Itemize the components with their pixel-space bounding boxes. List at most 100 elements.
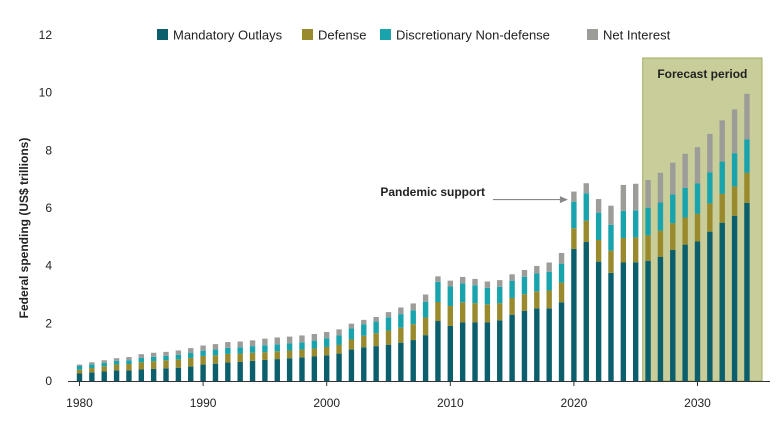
y-tick-label: 6 — [45, 201, 52, 215]
bar-defense-2025 — [633, 237, 639, 263]
y-tick-label: 0 — [45, 374, 52, 388]
y-tick-label: 12 — [39, 28, 53, 42]
bar-defense-2011 — [459, 302, 466, 323]
bar-mandatory-2017 — [534, 308, 540, 381]
bar-interest-2031 — [707, 133, 713, 173]
bar-mandatory-1992 — [225, 362, 231, 381]
bar-mandatory-2028 — [670, 249, 676, 381]
bar-mandatory-2001 — [336, 353, 342, 381]
bar-defense-1986 — [150, 361, 157, 369]
bar-discretionary-2007 — [410, 310, 416, 325]
bar-interest-2009 — [435, 276, 441, 282]
bar-mandatory-1991 — [212, 363, 219, 381]
bar-mandatory-2030 — [694, 241, 701, 381]
bar-defense-2008 — [422, 317, 429, 336]
bar-discretionary-1996 — [274, 344, 280, 352]
bar-interest-2029 — [682, 153, 688, 188]
bar-defense-1997 — [286, 350, 293, 359]
x-tick-label: 2010 — [437, 396, 464, 410]
bar-mandatory-2019 — [558, 302, 565, 381]
bar-discretionary-2017 — [534, 273, 540, 292]
bar-mandatory-1983 — [113, 370, 120, 381]
bar-mandatory-2020 — [571, 248, 577, 381]
bar-mandatory-1984 — [126, 370, 132, 381]
bar-discretionary-2024 — [620, 210, 627, 238]
bar-discretionary-1990 — [200, 350, 206, 356]
bar-interest-2004 — [373, 316, 379, 322]
bar-interest-1997 — [286, 336, 293, 344]
bar-discretionary-1992 — [225, 347, 231, 354]
bar-interest-2025 — [633, 183, 639, 211]
bar-mandatory-2033 — [731, 215, 738, 381]
bar-interest-2015 — [509, 274, 515, 281]
bar-interest-2018 — [546, 262, 552, 272]
bar-mandatory-2016 — [521, 310, 528, 381]
bar-interest-2021 — [583, 183, 589, 194]
x-tick-label: 2020 — [561, 396, 588, 410]
bar-interest-2002 — [348, 323, 355, 329]
bar-defense-2000 — [324, 346, 330, 356]
bar-interest-2008 — [422, 294, 429, 302]
bar-discretionary-1987 — [163, 355, 169, 361]
bar-mandatory-2015 — [509, 314, 515, 381]
legend-label-interest: Net Interest — [603, 28, 671, 43]
bar-discretionary-2034 — [744, 139, 750, 173]
bar-interest-1991 — [212, 344, 219, 350]
bar-defense-1994 — [249, 352, 256, 361]
bar-defense-2029 — [682, 217, 688, 245]
bar-mandatory-1994 — [249, 360, 256, 381]
bar-defense-2002 — [348, 339, 355, 350]
bar-defense-2003 — [361, 335, 367, 348]
bar-mandatory-1993 — [237, 361, 243, 381]
bar-defense-2012 — [472, 303, 478, 323]
bar-mandatory-2014 — [497, 320, 503, 381]
x-tick-label: 2000 — [313, 396, 340, 410]
bar-discretionary-2033 — [731, 153, 738, 187]
bar-discretionary-1997 — [286, 343, 293, 351]
bar-mandatory-2023 — [608, 272, 614, 381]
bar-discretionary-2022 — [595, 212, 602, 241]
bar-interest-2003 — [361, 319, 367, 325]
bar-defense-2022 — [595, 240, 602, 262]
bar-interest-2030 — [694, 147, 701, 184]
bar-discretionary-1981 — [89, 364, 95, 369]
bar-mandatory-2004 — [373, 346, 379, 381]
bar-interest-2032 — [719, 120, 725, 162]
bar-interest-1982 — [101, 360, 107, 363]
bar-discretionary-2010 — [447, 286, 453, 307]
bar-mandatory-1989 — [188, 366, 194, 381]
bar-mandatory-2005 — [385, 344, 392, 381]
bar-interest-2026 — [645, 180, 651, 208]
bar-interest-2005 — [385, 312, 392, 318]
bar-interest-1988 — [175, 350, 182, 355]
bar-defense-2005 — [385, 330, 392, 345]
bar-interest-2000 — [324, 331, 330, 339]
bar-defense-2019 — [558, 282, 565, 303]
legend-swatch-defense — [302, 29, 313, 40]
bar-interest-2027 — [657, 172, 664, 203]
bar-interest-1989 — [188, 348, 194, 354]
bar-interest-2012 — [472, 278, 478, 286]
bar-interest-2028 — [670, 162, 676, 195]
bar-mandatory-1985 — [138, 369, 144, 381]
bar-interest-1981 — [89, 362, 95, 365]
bar-discretionary-1988 — [175, 354, 182, 360]
bar-interest-1984 — [126, 357, 132, 361]
bar-interest-1992 — [225, 342, 231, 348]
bar-interest-1994 — [249, 340, 256, 347]
bar-mandatory-2034 — [744, 202, 750, 381]
legend-swatch-mandatory — [157, 29, 168, 40]
bar-discretionary-2020 — [571, 201, 577, 229]
bar-defense-2026 — [645, 235, 651, 261]
bar-discretionary-1985 — [138, 357, 144, 363]
bar-mandatory-2031 — [707, 231, 713, 381]
bar-defense-1984 — [126, 363, 132, 371]
bar-defense-1980 — [76, 369, 83, 374]
bar-discretionary-2005 — [385, 317, 392, 331]
y-tick-label: 2 — [45, 316, 52, 330]
bar-mandatory-2026 — [645, 260, 651, 381]
bar-interest-1995 — [262, 338, 268, 346]
y-tick-label: 4 — [45, 259, 52, 273]
bar-mandatory-2002 — [348, 349, 355, 381]
bar-defense-1998 — [299, 349, 305, 358]
